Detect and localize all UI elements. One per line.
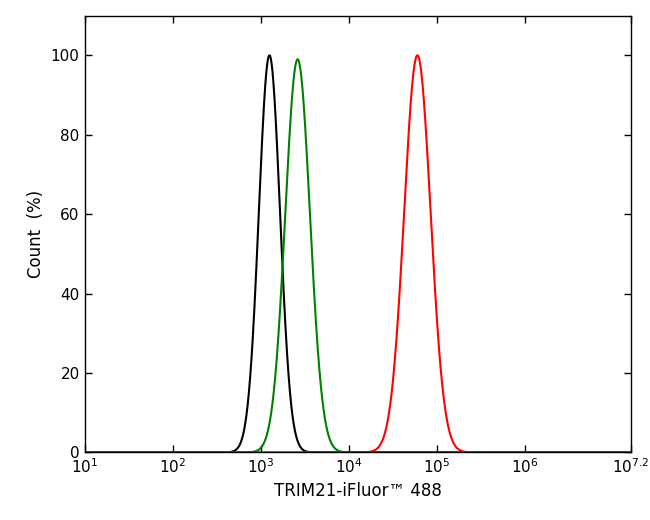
X-axis label: TRIM21-iFluor™ 488: TRIM21-iFluor™ 488 [274, 482, 441, 500]
Y-axis label: Count  (%): Count (%) [27, 190, 46, 278]
